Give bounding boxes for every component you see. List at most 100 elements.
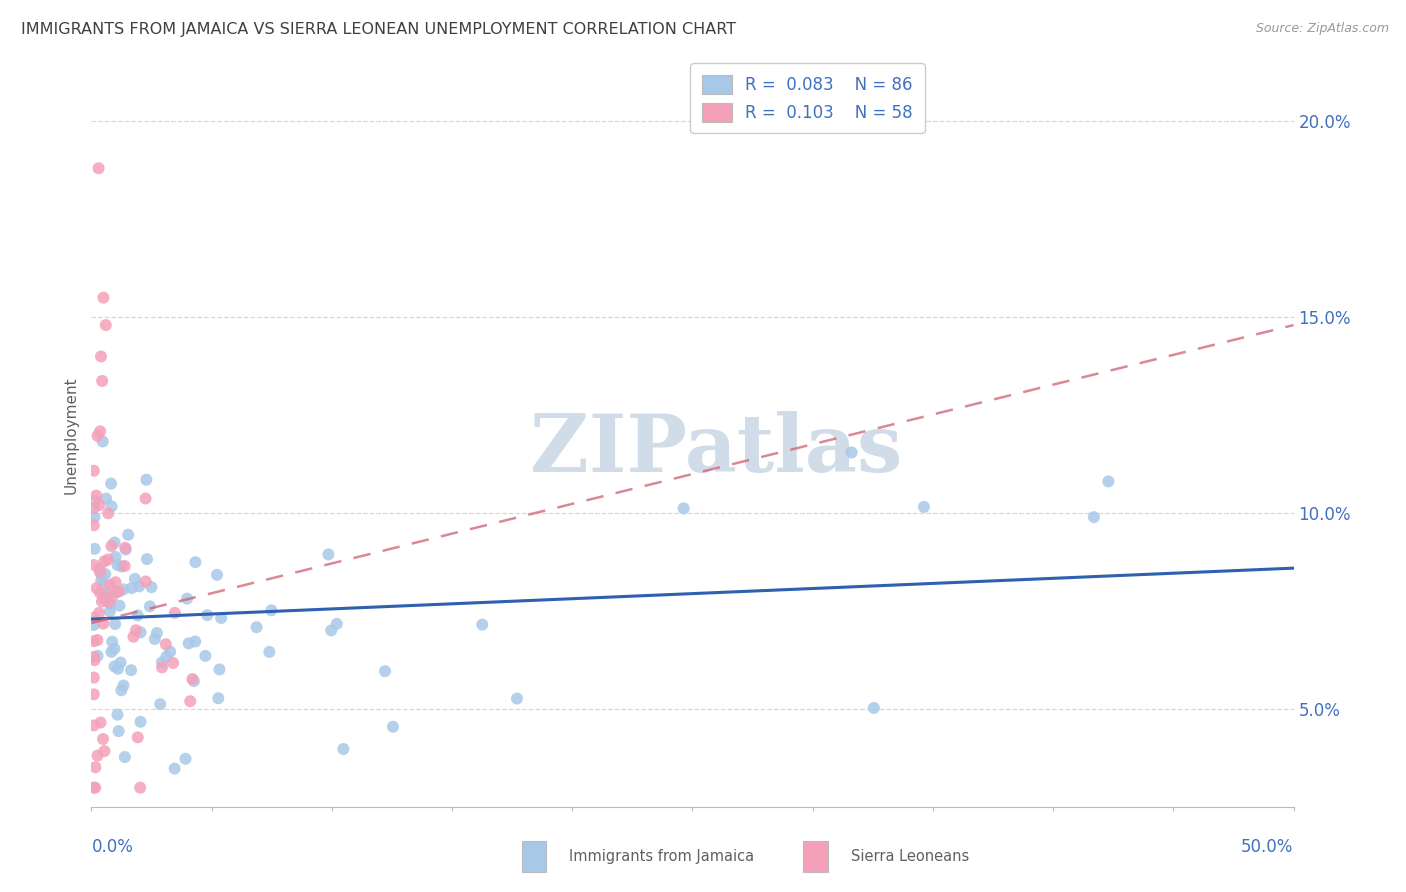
Text: ZIPatlas: ZIPatlas	[530, 410, 903, 489]
Point	[146, 626, 169, 640]
Point	[103, 535, 125, 549]
Point	[120, 663, 142, 677]
Text: Immigrants from Jamaica: Immigrants from Jamaica	[569, 849, 755, 863]
Point	[110, 683, 132, 698]
Point	[103, 659, 125, 673]
Point	[89, 498, 111, 512]
Point	[129, 714, 152, 729]
Point	[90, 594, 112, 608]
Point	[174, 752, 197, 766]
Point	[114, 750, 136, 764]
Point	[83, 518, 105, 533]
Point	[107, 662, 129, 676]
Point	[97, 506, 120, 520]
Point	[86, 429, 108, 443]
Point	[83, 494, 105, 508]
Point	[94, 491, 117, 506]
Point	[87, 606, 110, 620]
Point	[141, 580, 163, 594]
Point	[207, 691, 229, 706]
Point	[87, 161, 110, 176]
Point	[321, 624, 343, 638]
Point	[83, 558, 105, 572]
Point	[104, 617, 127, 632]
Point	[382, 720, 405, 734]
Point	[90, 574, 112, 588]
Point	[129, 780, 152, 795]
Point	[105, 585, 128, 599]
Point	[325, 616, 347, 631]
Point	[84, 489, 107, 503]
Point	[184, 555, 207, 569]
Point	[135, 574, 157, 589]
Point	[100, 500, 122, 514]
Text: Sierra Leoneans: Sierra Leoneans	[851, 849, 969, 863]
Point	[93, 590, 115, 604]
Legend: R =  0.083    N = 86, R =  0.103    N = 58: R = 0.083 N = 86, R = 0.103 N = 58	[690, 63, 925, 134]
Point	[117, 527, 139, 541]
Point	[195, 608, 218, 623]
Point	[90, 568, 112, 582]
Point	[506, 691, 529, 706]
Point	[93, 616, 115, 631]
Point	[122, 630, 145, 644]
Point	[89, 562, 111, 576]
Point	[155, 649, 177, 664]
Point	[91, 731, 114, 746]
Point	[107, 707, 129, 722]
Point	[83, 510, 105, 524]
Point	[86, 748, 108, 763]
Point	[83, 687, 105, 701]
Point	[83, 464, 105, 478]
Point	[194, 648, 217, 663]
Point	[159, 645, 181, 659]
Point	[155, 637, 177, 651]
Text: 0.0%: 0.0%	[91, 838, 134, 856]
Point	[91, 374, 114, 388]
Point	[163, 762, 186, 776]
Point	[84, 780, 107, 795]
Point	[181, 672, 204, 686]
Point	[83, 634, 105, 648]
Point	[93, 744, 115, 758]
Point	[150, 660, 173, 674]
Point	[107, 558, 129, 572]
Point	[103, 641, 125, 656]
Text: Source: ZipAtlas.com: Source: ZipAtlas.com	[1256, 22, 1389, 36]
Point	[162, 656, 184, 670]
Point	[184, 634, 207, 648]
Point	[93, 291, 115, 305]
Point	[127, 731, 149, 745]
Point	[128, 579, 150, 593]
Point	[332, 742, 354, 756]
Point	[139, 599, 162, 614]
Point	[97, 595, 120, 609]
Point	[108, 599, 131, 613]
Point	[135, 473, 157, 487]
Point	[93, 554, 115, 568]
Point	[135, 491, 157, 506]
Point	[121, 581, 143, 595]
Point	[98, 604, 121, 618]
Text: IMMIGRANTS FROM JAMAICA VS SIERRA LEONEAN UNEMPLOYMENT CORRELATION CHART: IMMIGRANTS FROM JAMAICA VS SIERRA LEONEA…	[21, 22, 737, 37]
Point	[110, 656, 132, 670]
Point	[110, 559, 132, 574]
Point	[112, 582, 135, 597]
Point	[125, 624, 148, 638]
Point	[100, 645, 122, 659]
Point	[83, 780, 105, 795]
Point	[124, 572, 146, 586]
Point	[114, 559, 136, 574]
Point	[86, 581, 108, 595]
Point	[86, 633, 108, 648]
Point	[136, 552, 159, 566]
Point	[114, 541, 136, 555]
Point	[83, 671, 105, 685]
Point	[471, 617, 494, 632]
Point	[209, 611, 232, 625]
Point	[94, 318, 117, 332]
Point	[183, 674, 205, 689]
Point	[163, 606, 186, 620]
Point	[108, 584, 131, 599]
Point	[89, 565, 111, 579]
